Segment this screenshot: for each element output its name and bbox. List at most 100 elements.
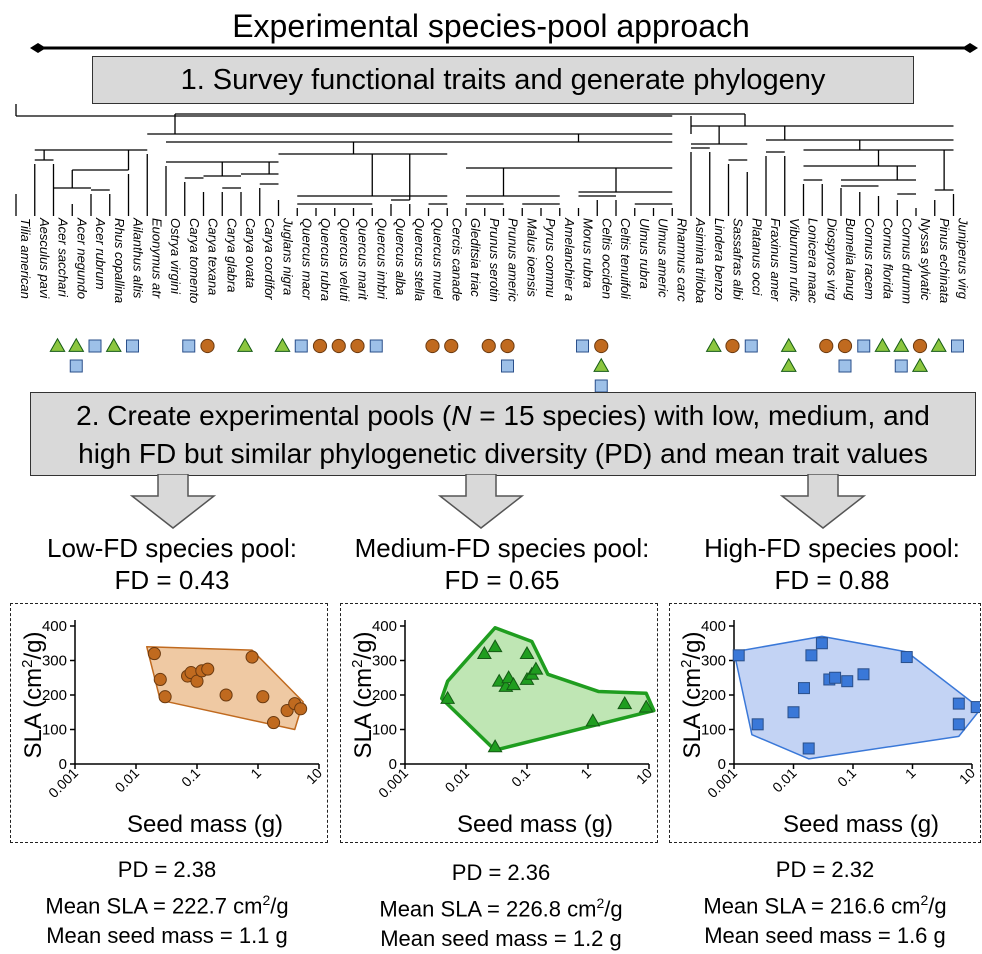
species-label: Malus ioensis bbox=[524, 218, 539, 297]
x-tick-label: 1 bbox=[902, 765, 919, 782]
y-tick-label: 100 bbox=[701, 722, 726, 739]
species-label: Quercus veluti bbox=[337, 218, 352, 302]
pool-low-stats: PD = 2.38 Mean SLA = 222.7 cm2/g Mean se… bbox=[0, 855, 334, 951]
pool-high-stats: PD = 2.32 Mean SLA = 216.6 cm2/g Mean se… bbox=[668, 855, 982, 951]
species-label: Celtis tenuifoli bbox=[618, 218, 633, 300]
species-label: Carya cordifor bbox=[262, 218, 277, 300]
square-membership-marker bbox=[69, 359, 83, 373]
triangle-membership-marker bbox=[236, 337, 254, 352]
square-membership-marker bbox=[182, 339, 196, 353]
pool-low-pd: PD = 2.38 bbox=[117, 857, 217, 882]
title-rule bbox=[30, 43, 978, 53]
data-point bbox=[491, 673, 507, 687]
species-label: Quercus stella bbox=[412, 218, 427, 301]
x-tick-label: 10 bbox=[303, 765, 325, 787]
mean-sla-unit: /g bbox=[928, 893, 947, 919]
diamond-right-icon bbox=[962, 43, 978, 53]
species-label: Quercus marit bbox=[356, 218, 371, 301]
convex-hull bbox=[145, 645, 304, 731]
species-label: Quercus muel bbox=[431, 218, 446, 300]
x-tick-label: 1 bbox=[247, 765, 264, 782]
data-point bbox=[952, 697, 965, 710]
data-point bbox=[487, 739, 503, 753]
species-label: Diospyros virg bbox=[824, 218, 839, 301]
convex-hull bbox=[439, 625, 656, 752]
circle-membership-marker bbox=[425, 338, 440, 354]
species-label: Asimina triloba bbox=[693, 217, 708, 303]
step1-box: 1. Survey functional traits and generate… bbox=[92, 56, 914, 104]
species-label: Aesculus pavi bbox=[37, 217, 52, 299]
x-tick-label: 0.001 bbox=[375, 765, 411, 801]
x-tick-label: 0.1 bbox=[834, 765, 859, 790]
species-label: Carya glabra bbox=[224, 218, 239, 292]
square-membership-marker bbox=[744, 339, 758, 353]
pool-low-mean-sla: Mean SLA = 222.7 cm2/g bbox=[0, 885, 334, 921]
species-label: Acer negundo bbox=[74, 217, 89, 299]
species-label: Ailanthus altis bbox=[131, 217, 146, 299]
pool-low-heading: Low-FD species pool: bbox=[47, 533, 297, 563]
species-label: Lonicera maac bbox=[806, 218, 821, 304]
species-label: Bumelia lanug bbox=[843, 218, 858, 301]
mean-sla-label: Mean SLA = bbox=[379, 896, 506, 922]
data-point bbox=[805, 649, 818, 662]
data-point bbox=[585, 713, 601, 727]
tree-branches bbox=[15, 104, 955, 216]
data-point bbox=[841, 675, 854, 688]
chart-panel-high: 0 100 200 300 400 0.001 0.01 0.1 1 10 Seed mass (g… bbox=[669, 603, 982, 843]
species-label: Pinus echinata bbox=[937, 218, 952, 303]
pool-medium-pd: PD = 2.36 bbox=[451, 860, 551, 885]
species-label: Amelanchier a bbox=[562, 217, 577, 301]
mean-sla-value: 226.8 cm bbox=[505, 896, 597, 922]
pool-high-mean-seed: Mean seed mass = 1.6 g bbox=[704, 923, 946, 949]
scatter-chart-low: 0 100 200 300 400 0.001 0.01 0.1 1 10 Seed mass (g… bbox=[19, 618, 325, 838]
data-point bbox=[802, 742, 815, 755]
x-tick-label: 0.01 bbox=[769, 765, 800, 796]
species-label: Ulmus rubra bbox=[637, 218, 652, 289]
species-label: Rhamnus carc bbox=[674, 218, 689, 302]
triangle-membership-marker bbox=[930, 337, 947, 352]
y-tick-label: 200 bbox=[701, 687, 726, 704]
triangle-membership-marker bbox=[893, 337, 910, 352]
data-point bbox=[294, 702, 308, 716]
data-point bbox=[476, 645, 492, 660]
species-label: Nyssa sylvatic bbox=[918, 218, 933, 301]
circle-membership-marker bbox=[312, 338, 328, 354]
data-point bbox=[147, 647, 161, 661]
species-label: Ostrya virgini bbox=[168, 218, 183, 295]
triangle-membership-marker bbox=[68, 337, 85, 352]
y-tick-label: 300 bbox=[42, 653, 67, 670]
pool-high-pd: PD = 2.32 bbox=[775, 857, 875, 882]
scatter-chart-medium: 0 100 200 300 400 0.001 0.01 0.1 1 10 Seed mass (g… bbox=[349, 618, 656, 838]
species-label: Acer rubrum bbox=[93, 217, 108, 290]
phylogeny-tree: Tilia american Aesculus pavi Acer sacchari… bbox=[15, 104, 971, 393]
x-tick-label: 1 bbox=[577, 765, 594, 782]
pool-medium-stats: PD = 2.36 Mean SLA = 226.8 cm2/g Mean se… bbox=[334, 858, 668, 954]
circle-membership-marker bbox=[912, 338, 928, 354]
y-axis-label: SLA (cm2/g) bbox=[19, 631, 47, 758]
species-label: Juglans nigra bbox=[281, 217, 296, 295]
square-membership-marker bbox=[857, 339, 871, 353]
data-point bbox=[519, 645, 535, 660]
pool-medium-fd: FD = 0.65 bbox=[444, 565, 560, 595]
species-label: Platanus occi bbox=[749, 218, 764, 296]
species-label: Viburnum rufic bbox=[787, 218, 802, 302]
y-tick-label: 0 bbox=[718, 756, 726, 773]
species-label: Fraxinus amer bbox=[768, 218, 783, 302]
data-point bbox=[857, 668, 870, 681]
step2-line2: high FD but similar phylogenetic diversi… bbox=[78, 438, 928, 469]
square-membership-marker bbox=[894, 359, 908, 373]
step1-label: 1. Survey functional traits and generate… bbox=[180, 64, 826, 96]
pool-medium-heading: Medium-FD species pool: bbox=[354, 533, 650, 563]
species-label: Lindera benzo bbox=[712, 218, 727, 300]
x-tick-label: 0.01 bbox=[112, 765, 143, 796]
species-label: Cercis canade bbox=[449, 218, 464, 301]
pool-high-mean-sla: Mean SLA = 216.6 cm2/g bbox=[668, 885, 982, 921]
convex-hull bbox=[733, 635, 982, 760]
data-point bbox=[528, 661, 544, 675]
mean-sla-unit: /g bbox=[270, 893, 289, 919]
triangle-membership-marker bbox=[274, 337, 291, 352]
y-tick-label: 400 bbox=[701, 618, 726, 635]
step2-n-symbol: N bbox=[451, 400, 472, 431]
mean-sla-value: 222.7 cm bbox=[171, 893, 263, 919]
data-point bbox=[970, 701, 982, 714]
